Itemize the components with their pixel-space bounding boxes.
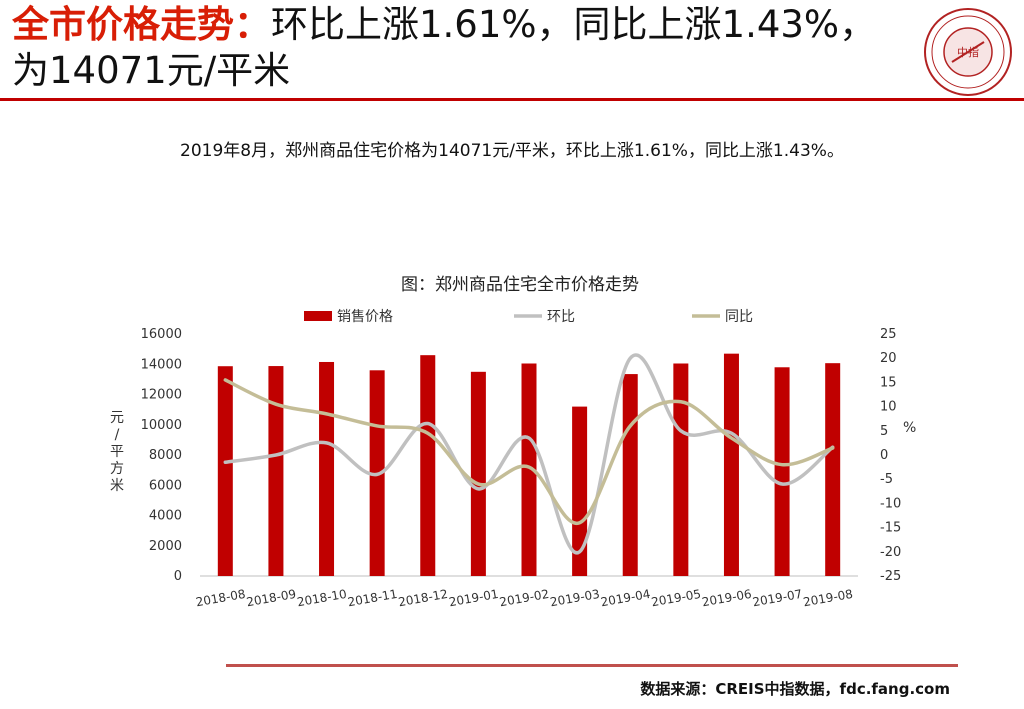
china-index-academy-logo: 中指 <box>924 8 1012 96</box>
line-series <box>223 353 835 555</box>
x-tick-label: 2018-12 <box>397 587 449 609</box>
x-tick-label: 2019-08 <box>802 587 854 609</box>
right-tick-label: 25 <box>880 327 897 342</box>
bar-2018-10 <box>319 361 335 576</box>
x-tick-label: 2019-07 <box>751 587 803 609</box>
left-tick-label: 2000 <box>149 539 182 554</box>
x-tick-label: 2019-01 <box>448 587 500 609</box>
bar-2019-07 <box>774 367 790 576</box>
x-tick-label: 2018-10 <box>296 587 348 609</box>
right-tick-label: 10 <box>880 400 897 415</box>
page-title: 全市价格走势：环比上涨1.61%，同比上涨1.43%，为14071元/平米 <box>12 2 902 94</box>
left-tick-label: 0 <box>174 569 182 584</box>
bar-2019-08 <box>825 363 841 576</box>
left-tick-label: 8000 <box>149 448 182 463</box>
title-emphasis: 全市价格走势： <box>12 3 271 46</box>
footer-divider <box>226 664 958 667</box>
chart-legend: 销售价格 环比 同比 <box>304 309 753 325</box>
right-tick-label: -10 <box>880 496 901 511</box>
chart-title: 图：郑州商品住宅全市价格走势 <box>401 275 639 295</box>
left-tick-label: 4000 <box>149 509 182 524</box>
left-tick-label: 12000 <box>141 388 182 403</box>
bar-2019-05 <box>673 363 689 576</box>
legend-label: 销售价格 <box>337 309 393 325</box>
x-axis-ticks: 2018-082018-092018-102018-112018-122019-… <box>195 587 854 609</box>
y-axis-label-right: % <box>903 420 917 436</box>
left-axis-ticks: 0 2000 4000 6000 8000 10000 12000 14000 16000 <box>141 327 182 584</box>
title-rest: 环比上涨1.61%，同比上涨1.43%，为14071元/平米 <box>12 3 877 92</box>
summary-text: 2019年8月，郑州商品住宅价格为14071元/平米，环比上涨1.61%，同比上… <box>180 141 844 161</box>
y-axis-label-char: 元 <box>110 410 124 426</box>
legend-swatch <box>304 311 332 321</box>
y-axis-label-char: 米 <box>110 478 124 494</box>
bar-2018-08 <box>217 366 233 576</box>
x-tick-label: 2018-08 <box>195 587 247 609</box>
x-tick-label: 2019-05 <box>650 587 702 609</box>
right-tick-label: 0 <box>880 448 888 463</box>
logo-text: 中指 <box>957 45 979 59</box>
x-tick-label: 2019-03 <box>549 587 601 609</box>
y-axis-label-char: 平 <box>110 444 124 460</box>
bar-2018-09 <box>268 366 284 576</box>
y-axis-label-char: 方 <box>110 461 124 477</box>
y-axis-label-left: 元 / 平方米 <box>106 410 128 495</box>
bar-2019-04 <box>622 374 638 576</box>
right-tick-label: -15 <box>880 521 901 536</box>
left-tick-label: 10000 <box>141 418 182 433</box>
right-tick-label: 15 <box>880 375 897 390</box>
right-tick-label: -20 <box>880 545 901 560</box>
bar-2018-12 <box>420 355 436 576</box>
x-tick-label: 2018-09 <box>245 587 297 609</box>
y-axis-label-char: / <box>114 427 120 443</box>
bar-series <box>217 353 841 576</box>
x-tick-label: 2019-02 <box>498 587 550 609</box>
price-trend-chart: 0 2000 4000 6000 8000 10000 12000 14000 16000 -2… <box>141 309 902 609</box>
x-tick-label: 2018-11 <box>347 587 399 609</box>
bar-2019-03 <box>572 406 588 576</box>
left-tick-label: 14000 <box>141 357 182 372</box>
x-tick-label: 2019-06 <box>701 587 753 609</box>
bar-2019-02 <box>521 363 537 576</box>
right-tick-label: 20 <box>880 351 897 366</box>
legend-label: 同比 <box>725 309 753 325</box>
x-tick-label: 2019-04 <box>600 587 652 609</box>
bar-2019-01 <box>470 371 486 576</box>
legend-label: 环比 <box>547 309 575 325</box>
left-tick-label: 16000 <box>141 327 182 342</box>
title-divider <box>0 98 1024 101</box>
right-tick-label: -25 <box>880 569 901 584</box>
right-tick-label: -5 <box>880 472 893 487</box>
data-source: 数据来源：CREIS中指数据，fdc.fang.com <box>640 680 950 698</box>
right-tick-label: 5 <box>880 424 888 439</box>
left-tick-label: 6000 <box>149 478 182 493</box>
bar-2019-06 <box>723 353 739 576</box>
right-axis-ticks: -25 -20 -15 -10 -5 0 5 10 15 20 25 <box>880 327 901 584</box>
line-同比 <box>223 378 835 525</box>
